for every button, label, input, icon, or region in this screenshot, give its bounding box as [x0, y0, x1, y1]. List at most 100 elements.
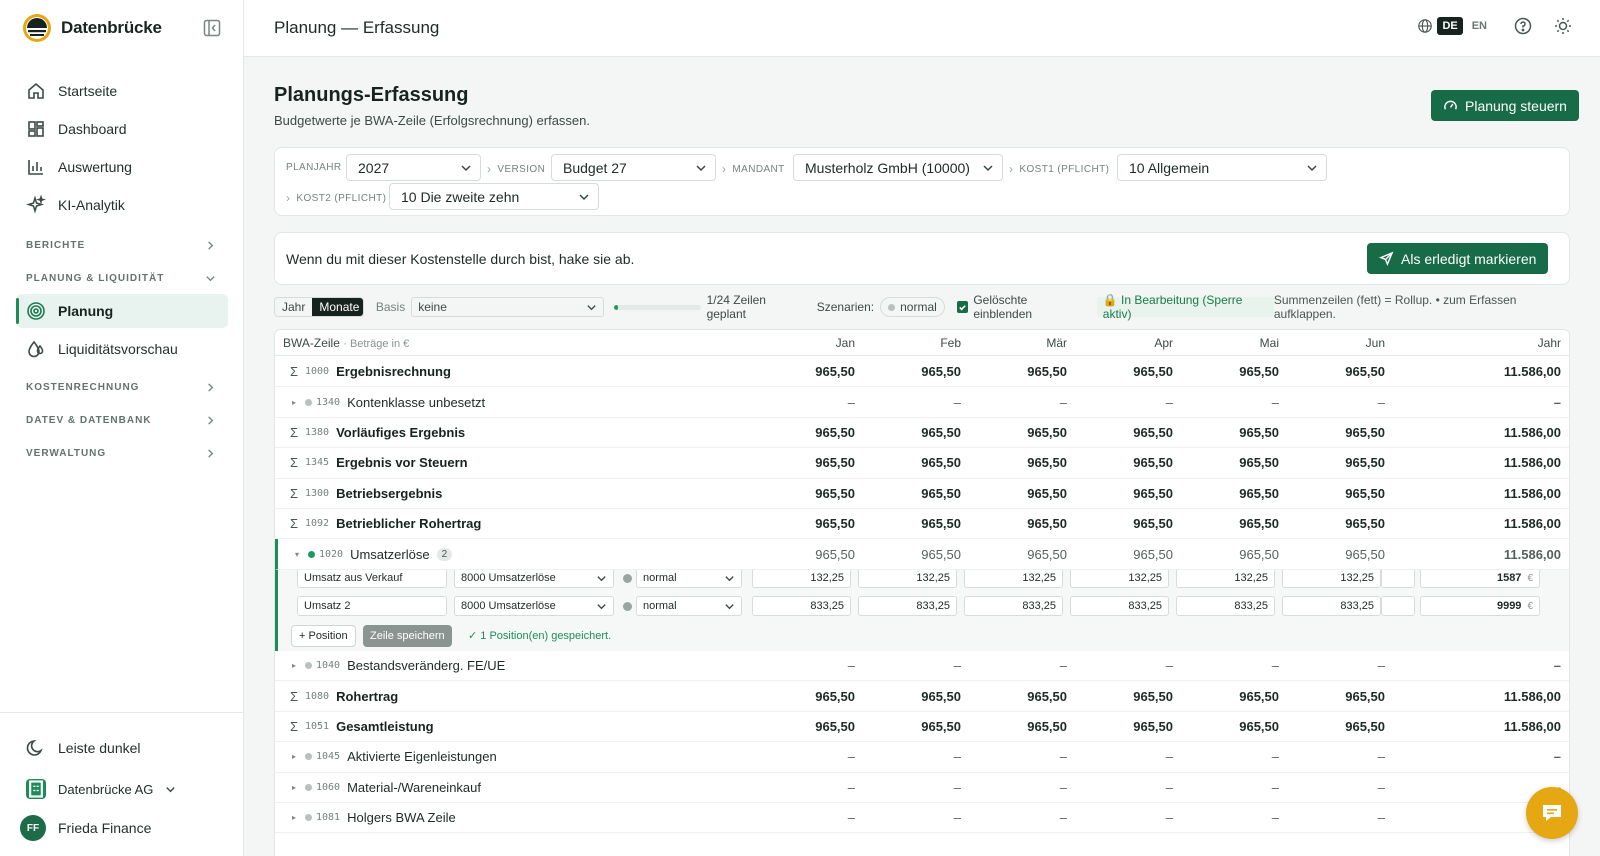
cell-value: –: [1271, 394, 1279, 410]
cell-value: 965,50: [815, 455, 855, 471]
account-select[interactable]: 8000 Umsatzerlöse: [454, 596, 614, 616]
month-value-input[interactable]: 833,25: [1070, 596, 1169, 616]
table-row[interactable]: ▸ 1045 Aktivierte Eigenleistungen – – – – – – –: [275, 742, 1569, 773]
cell-value: 965,50: [815, 516, 855, 532]
table-row[interactable]: Σ 1300 Betriebsergebnis 965,50 965,50 965,50 9…: [275, 479, 1569, 509]
scenario-select[interactable]: normal: [636, 568, 742, 588]
cell-value: 965,50: [1027, 485, 1067, 501]
extra-input[interactable]: [1381, 568, 1415, 588]
month-value-input[interactable]: 132,25: [752, 568, 851, 588]
nav-planung[interactable]: Planung: [16, 294, 228, 328]
nav-label: Auswertung: [58, 159, 132, 175]
brand[interactable]: Datenbrücke: [22, 13, 162, 43]
month-value-input[interactable]: 833,25: [752, 596, 851, 616]
table-row[interactable]: Σ 1092 Betrieblicher Rohertrag 965,50 965,50…: [275, 509, 1569, 540]
month-value-input[interactable]: 833,25: [964, 596, 1063, 616]
add-position-button[interactable]: + Position: [291, 625, 356, 647]
cell-value: 965,50: [1239, 455, 1279, 471]
table-row[interactable]: Σ 1345 Ergebnis vor Steuern 965,50 965,50 965…: [275, 448, 1569, 479]
sun-icon[interactable]: [1554, 17, 1572, 35]
month-value-input[interactable]: 833,25: [858, 596, 957, 616]
moon-icon: [26, 740, 43, 756]
status-dot: [305, 783, 312, 791]
version-select[interactable]: Budget 27: [551, 154, 716, 181]
save-row-button[interactable]: Zeile speichern: [363, 625, 452, 647]
month-value-input[interactable]: 833,25: [1176, 596, 1275, 616]
mark-done-button[interactable]: Als erledigt markieren: [1367, 243, 1549, 274]
kost2-select[interactable]: 10 Die zweite zehn: [389, 183, 599, 210]
account-select[interactable]: 8000 Umsatzerlöse: [454, 568, 614, 588]
nav-ki-analytik[interactable]: KI-Analytik: [16, 188, 228, 222]
steer-planning-button[interactable]: Planung steuern: [1431, 90, 1579, 121]
chevron-right-icon: [208, 382, 214, 392]
mandant-select[interactable]: Musterholz GmbH (10000): [793, 154, 1003, 181]
globe-icon[interactable]: [1417, 18, 1433, 34]
section-datev[interactable]: DATEV & DATENBANK: [26, 412, 216, 428]
expand-icon[interactable]: ▸: [291, 397, 296, 407]
lang-de-button[interactable]: DE: [1437, 17, 1463, 35]
position-name-input[interactable]: Umsatz aus Verkauf: [297, 568, 447, 588]
month-value-input[interactable]: 132,25: [1282, 568, 1381, 588]
month-value-input[interactable]: 132,25: [858, 568, 957, 588]
row-code: 1340: [316, 396, 341, 408]
basis-select[interactable]: keine: [411, 297, 605, 317]
row-label: Ergebnis vor Steuern: [336, 455, 468, 471]
month-value-input[interactable]: 132,25: [1176, 568, 1275, 588]
nav-startseite[interactable]: Startseite: [16, 74, 228, 108]
button-label: Planung steuern: [1465, 97, 1567, 114]
scenario-pill[interactable]: normal: [880, 297, 945, 317]
cell-value: 965,50: [815, 424, 855, 440]
extra-input[interactable]: [1381, 596, 1415, 616]
chevron-down-icon: [587, 304, 596, 310]
row-label: Betriebsergebnis: [336, 485, 443, 501]
table-row[interactable]: ▾ 1020 Umsatzerlöse 2 965,50 965,50 965,50 965,…: [275, 539, 1569, 570]
section-berichte[interactable]: BERICHTE: [26, 237, 216, 253]
year-value-input[interactable]: 1587 €: [1420, 568, 1540, 588]
planjahr-select[interactable]: 2027: [346, 154, 481, 181]
section-kostenrechnung[interactable]: KOSTENRECHNUNG: [26, 379, 216, 395]
expand-icon[interactable]: ▸: [291, 661, 296, 671]
view-year-button[interactable]: Jahr: [282, 300, 306, 314]
nav-auswertung[interactable]: Auswertung: [16, 150, 228, 184]
table-row[interactable]: Σ 1000 Ergebnisrechnung 965,50 965,50 965,50 9…: [275, 357, 1569, 388]
table-row[interactable]: ▸ 1040 Bestandsveränderg. FE/UE – – – – – – –: [275, 651, 1569, 682]
org-switcher[interactable]: Datenbrücke AG: [26, 775, 176, 803]
position-name-input[interactable]: Umsatz 2: [297, 596, 447, 616]
expand-icon[interactable]: ▸: [291, 782, 296, 792]
cell-value: –: [1165, 779, 1173, 795]
main: Planungs-Erfassung Budgetwerte je BWA-Ze…: [244, 57, 1600, 856]
month-value-input[interactable]: 132,25: [1070, 568, 1169, 588]
help-icon[interactable]: [1514, 17, 1532, 35]
cell-value: –: [1271, 810, 1279, 826]
expand-icon[interactable]: ▸: [291, 752, 296, 762]
month-value-input[interactable]: 833,25: [1282, 596, 1381, 616]
show-deleted-checkbox[interactable]: Gelöschte einblenden: [956, 293, 1085, 321]
collapse-icon[interactable]: ▾: [294, 549, 299, 559]
cell-value: 965,50: [1027, 455, 1067, 471]
collapse-sidebar-icon[interactable]: [203, 19, 221, 37]
month-value-input[interactable]: 132,25: [964, 568, 1063, 588]
theme-toggle[interactable]: Leiste dunkel: [26, 734, 141, 762]
cell-value: –: [1165, 658, 1173, 674]
chat-button[interactable]: [1526, 787, 1578, 839]
section-verwaltung[interactable]: VERWALTUNG: [26, 445, 216, 461]
view-months-button[interactable]: Monate: [312, 298, 363, 316]
status-dot: [305, 753, 312, 761]
scenario-select[interactable]: normal: [636, 596, 742, 616]
nav-liquiditaetsvorschau[interactable]: Liquiditätsvorschau: [16, 332, 228, 366]
table-row[interactable]: Σ 1380 Vorläufiges Ergebnis 965,50 965,50 965…: [275, 418, 1569, 449]
table-row[interactable]: Σ 1051 Gesamtleistung 965,50 965,50 965,50 965…: [275, 712, 1569, 743]
cell-value: 965,50: [1133, 546, 1173, 562]
lang-en-button[interactable]: EN: [1471, 20, 1487, 32]
section-planung[interactable]: PLANUNG & LIQUIDITÄT: [26, 270, 216, 286]
table-row[interactable]: Σ 1080 Rohertrag 965,50 965,50 965,50 965,50 96…: [275, 681, 1569, 712]
expand-icon[interactable]: ▸: [291, 813, 296, 823]
table-row[interactable]: ▸ 1340 Kontenklasse unbesetzt – – – – – – –: [275, 387, 1569, 418]
kost1-select[interactable]: 10 Allgemein: [1117, 154, 1327, 181]
user-menu[interactable]: FF Frieda Finance: [20, 814, 151, 842]
cell-value: 965,50: [1239, 364, 1279, 380]
nav-dashboard[interactable]: Dashboard: [16, 112, 228, 146]
year-value-input[interactable]: 9999 €: [1420, 596, 1540, 616]
